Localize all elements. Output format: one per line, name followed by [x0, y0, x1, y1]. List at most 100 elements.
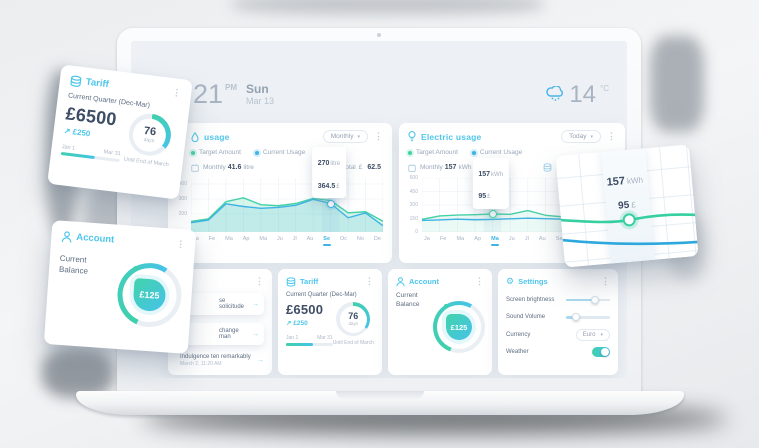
trend-up-icon: ↗: [286, 320, 292, 327]
chart-legend: Target Amount Current Usage: [177, 149, 383, 156]
trend-up-icon: ↗: [63, 126, 71, 136]
camera-dot-icon: [377, 33, 381, 37]
water-plot-area[interactable]: 270litre 364.5£: [191, 147, 383, 232]
kebab-menu-icon[interactable]: ⋮: [365, 276, 374, 286]
month-label[interactable]: Au: [306, 236, 314, 242]
y-tick-label: 150: [409, 215, 418, 222]
kebab-menu-icon[interactable]: ⋮: [255, 276, 264, 286]
person-icon: [61, 230, 73, 243]
background-blur-blob: [650, 36, 704, 132]
month-label[interactable]: Ma: [225, 236, 233, 242]
month-label[interactable]: No: [356, 236, 364, 242]
day-label: Sun: [246, 82, 269, 96]
panel-title: usage: [204, 131, 230, 142]
month-label[interactable]: Ja: [424, 236, 430, 242]
month-label[interactable]: Jl: [292, 236, 297, 242]
brightness-slider[interactable]: [566, 295, 610, 304]
month-label[interactable]: Oc: [339, 236, 347, 242]
gear-icon: ⚙: [506, 276, 515, 286]
floating-account-card: Account ⋮ Current Balance £125: [43, 220, 197, 354]
month-label[interactable]: Ap: [242, 236, 250, 242]
currency-select[interactable]: Euro ▾: [575, 328, 610, 341]
usage-summary-row: Monthly 41.6 litre Total £62.5: [177, 163, 383, 172]
month-label[interactable]: Fe: [439, 236, 447, 242]
quarter-label: Current Quarter (Dec-Mar): [286, 292, 357, 298]
month-label[interactable]: Ju: [508, 236, 515, 242]
quarter-progress-bar: [286, 343, 333, 346]
kebab-menu-icon[interactable]: ⋮: [171, 87, 182, 99]
tariff-amount: £6500: [286, 302, 324, 317]
clock: 21 PM Sun Mar 13: [193, 81, 274, 108]
date-range: Jan 1 Mar 31: [286, 335, 333, 341]
kebab-menu-icon[interactable]: ⋮: [601, 276, 610, 286]
balance-value: £125: [446, 314, 472, 340]
y-tick-label: 600: [409, 175, 418, 181]
volume-label: Sound Volume: [506, 314, 546, 320]
list-item[interactable]: change man →: [176, 323, 264, 345]
until-label: Until End of March: [332, 340, 374, 346]
month-label[interactable]: Fe: [208, 236, 216, 242]
water-chart: 200 300 400 270litre 364.5£ Ja Fe Ma Ap Ma Ju Jl…: [177, 147, 383, 242]
temperature-unit: °C: [600, 84, 609, 93]
weather-toggle[interactable]: [592, 347, 610, 357]
base-notch: [336, 391, 424, 399]
date-label: Mar 13: [246, 96, 275, 107]
arrow-right-icon[interactable]: →: [257, 357, 264, 364]
target-amount-dot: [191, 150, 195, 155]
chart-legend: Target Amount Current Usage: [408, 149, 616, 156]
y-axis-labels: 200 300 400: [177, 178, 190, 232]
floating-tariff-card: Tariff ⋮ Current Quarter (Dec-Mar) £6500…: [47, 64, 193, 200]
current-usage-dot: [254, 150, 259, 155]
list-item[interactable]: Indulgence ten remarkably March 2, 11:20…: [180, 354, 264, 367]
balance-value: £125: [132, 278, 167, 313]
water-period-dropdown[interactable]: Monthly ▾: [322, 130, 368, 143]
y-axis-labels: 0 150 300 450 600: [408, 175, 421, 235]
light-bulb-icon: [408, 131, 416, 142]
tariff-card: Tariff ⋮ Current Quarter (Dec-Mar) £6500…: [278, 269, 382, 375]
month-label[interactable]: Ja: [193, 236, 199, 242]
item-timestamp: March 2, 11:20 AM: [180, 361, 222, 367]
chevron-down-icon: ▾: [357, 133, 360, 140]
kebab-menu-icon[interactable]: ⋮: [475, 276, 484, 286]
month-label[interactable]: Jl: [524, 236, 529, 242]
month-label[interactable]: Ma: [491, 236, 499, 242]
laptop-base: [76, 391, 684, 415]
month-label[interactable]: Ma: [259, 236, 267, 242]
y-tick-label: 450: [409, 188, 418, 195]
kebab-menu-icon[interactable]: ⋮: [374, 131, 383, 141]
kebab-menu-icon[interactable]: ⋮: [607, 131, 616, 141]
card-title: Tariff: [300, 277, 319, 286]
data-point-marker: [488, 209, 497, 218]
month-label[interactable]: Se: [555, 236, 563, 242]
card-title: Settings: [518, 277, 548, 286]
coins-icon: [543, 163, 552, 172]
month-label[interactable]: Au: [538, 236, 546, 242]
coins-icon: [286, 276, 296, 287]
electric-period-dropdown[interactable]: Today ▾: [561, 130, 601, 143]
arrow-right-icon[interactable]: →: [252, 330, 259, 338]
floating-chart-tooltip-card: 157kWh 95£: [555, 144, 699, 268]
card-title: Account: [75, 231, 115, 246]
time-value: 21: [193, 79, 224, 109]
weather-label: Weather: [506, 349, 529, 355]
calendar-icon: [191, 163, 199, 172]
month-label[interactable]: De: [373, 236, 381, 242]
account-card: Account ⋮ Current Balance £125: [388, 269, 492, 375]
month-label[interactable]: Ma: [456, 236, 465, 242]
month-label[interactable]: Se: [323, 236, 331, 242]
arrow-right-icon[interactable]: →: [252, 300, 259, 308]
month-label[interactable]: Ap: [474, 236, 481, 242]
until-label: Until End of March: [123, 156, 169, 169]
chart-tooltip: 157kWh 95£: [472, 157, 510, 209]
volume-slider[interactable]: [566, 313, 610, 321]
background-blur-blob: [232, 0, 544, 14]
y-tick-label: 200: [178, 210, 187, 217]
x-axis-labels: Ja Fe Ma Ap Ma Ju Jl Au Se Oc No De: [191, 236, 383, 242]
brightness-label: Screen brightness: [506, 296, 555, 303]
kebab-menu-icon[interactable]: ⋮: [175, 238, 186, 250]
month-label[interactable]: Ju: [276, 236, 283, 242]
data-point-marker: [326, 199, 335, 208]
list-item[interactable]: se solicitude →: [176, 293, 264, 315]
days-remaining-ring: 76 days: [336, 302, 371, 336]
